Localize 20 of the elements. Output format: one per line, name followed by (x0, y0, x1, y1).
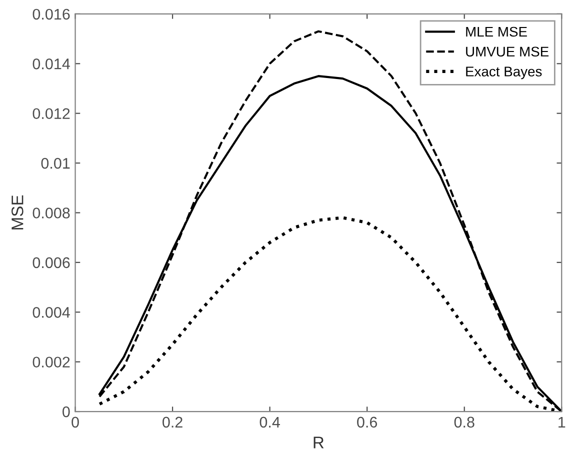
x-tick-label: 0.4 (260, 416, 280, 428)
legend-label: MLE MSE (466, 26, 527, 37)
legend-label: Exact Bayes (466, 66, 542, 80)
x-axis-title: R (314, 436, 324, 448)
y-tick-label: 0 (62, 406, 70, 418)
y-tick-label: 0.014 (32, 58, 70, 70)
y-tick-label: 0.016 (32, 8, 70, 20)
y-tick-label: 0.01 (41, 158, 70, 169)
y-tick-label: 0.008 (32, 208, 70, 218)
legend-label: UMVUE MSE (466, 46, 549, 57)
y-tick-label: 0.004 (32, 307, 70, 318)
y-tick-label: 0.006 (32, 257, 70, 268)
x-tick-label: 0.2 (162, 416, 182, 428)
x-tick-label: 1 (558, 416, 566, 428)
x-tick-label: 0.6 (357, 416, 378, 428)
x-tick-label: 0.8 (454, 416, 474, 428)
y-tick-label: 0.012 (32, 108, 70, 120)
y-tick-label: 0.002 (32, 356, 70, 368)
x-tick-label: 0 (72, 416, 79, 428)
y-axis-title: MSE (12, 195, 24, 230)
